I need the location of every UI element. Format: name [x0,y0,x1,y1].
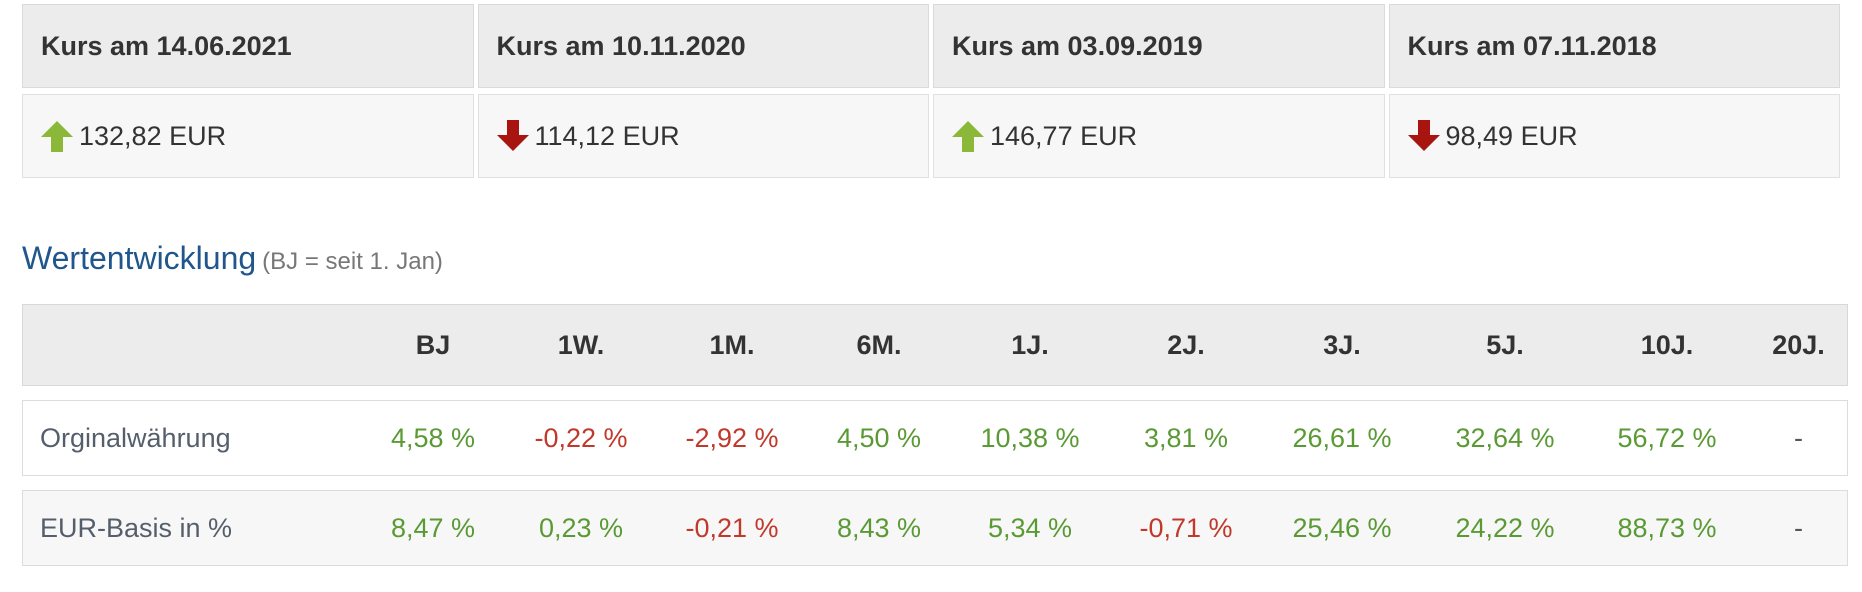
kurs-value: 98,49 EUR [1445,120,1578,151]
table-row: Orginalwährung 4,58 % -0,22 % -2,92 % 4,… [22,400,1848,476]
arrow-down-icon [496,120,529,151]
performance-value: -0,21 % [685,512,779,543]
section-subtitle: (BJ = seit 1. Jan) [262,248,443,275]
kurs-date-header: Kurs am 14.06.2021 [22,4,474,88]
section-title: Wertentwicklung (BJ = seit 1. Jan) [22,240,443,277]
performance-value: 10,38 % [980,422,1080,453]
arrow-up-icon [41,121,73,152]
kurs-value: 146,77 EUR [990,120,1138,151]
performance-value: 5,34 % [987,512,1073,543]
performance-value: -0,71 % [1139,512,1233,543]
performance-value: 8,43 % [836,512,922,543]
kurs-value-cell: 98,49 EUR [1388,94,1840,178]
kurs-value-cell: 114,12 EUR [477,94,929,178]
performance-value: 25,46 % [1292,512,1392,543]
section-title-text: Wertentwicklung [22,240,257,276]
kurs-table: Kurs am 14.06.2021 Kurs am 10.11.2020 Ku… [18,4,1844,178]
performance-value: -0,22 % [534,422,628,453]
performance-value: 26,61 % [1292,422,1392,453]
column-header: 2J. [1167,329,1205,360]
column-header: 20J. [1772,329,1825,360]
performance-value: 0,23 % [538,512,624,543]
kurs-header-row: Kurs am 14.06.2021 Kurs am 10.11.2020 Ku… [22,4,1840,88]
kurs-value: 114,12 EUR [534,120,680,151]
kurs-value-row: 132,82 EUR 114,12 EUR 146,77 EUR [22,94,1840,178]
performance-value: 4,50 % [836,422,922,453]
performance-value: - [1794,422,1803,453]
column-header: BJ [415,329,451,360]
kurs-value: 132,82 EUR [79,120,227,151]
column-header: 6M. [856,329,902,360]
column-header: 1M. [709,329,755,360]
performance-value: 88,73 % [1617,512,1717,543]
arrow-up-icon [952,121,984,152]
performance-value: 4,58 % [390,422,476,453]
kurs-value-cell: 146,77 EUR [933,94,1385,178]
performance-value: 32,64 % [1455,422,1555,453]
performance-value: - [1794,512,1803,543]
performance-header-row: BJ 1W. 1M. 6M. 1J. 2J. 3J. 5J. 10J. 20J. [22,304,1848,386]
column-header: 5J. [1486,329,1524,360]
table-row: EUR-Basis in % 8,47 % 0,23 % -0,21 % 8,4… [22,490,1848,566]
column-header: 1J. [1011,329,1049,360]
column-header: 1W. [557,329,605,360]
arrow-down-icon [1407,120,1440,151]
performance-value: -2,92 % [685,422,779,453]
row-label: Orginalwährung [40,422,231,453]
kurs-value-cell: 132,82 EUR [22,94,474,178]
performance-value: 3,81 % [1143,422,1229,453]
performance-value: 56,72 % [1617,422,1717,453]
kurs-date-header: Kurs am 10.11.2020 [477,4,929,88]
row-label: EUR-Basis in % [40,512,233,543]
column-header: 3J. [1323,329,1361,360]
performance-value: 24,22 % [1455,512,1555,543]
performance-value: 8,47 % [390,512,476,543]
performance-table: BJ 1W. 1M. 6M. 1J. 2J. 3J. 5J. 10J. 20J.… [22,304,1848,566]
kurs-date-header: Kurs am 07.11.2018 [1388,4,1840,88]
kurs-date-header: Kurs am 03.09.2019 [933,4,1385,88]
column-header: 10J. [1640,329,1694,360]
